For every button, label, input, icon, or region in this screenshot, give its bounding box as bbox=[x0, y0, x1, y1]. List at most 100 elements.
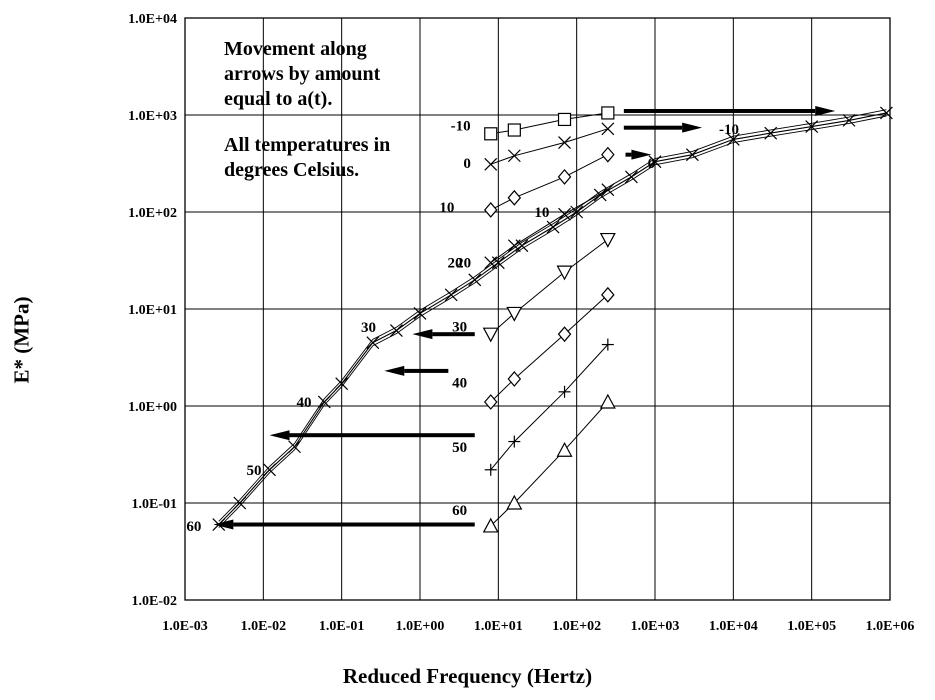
x-stroke bbox=[413, 307, 427, 320]
data-point-x bbox=[685, 148, 699, 162]
data-point-x bbox=[593, 188, 607, 202]
x-axis-label: Reduced Frequency (Hertz) bbox=[342, 664, 593, 688]
data-point-x bbox=[558, 136, 571, 149]
annotation-line: arrows by amount bbox=[224, 63, 381, 85]
x-stroke bbox=[335, 377, 349, 391]
arrow-head bbox=[682, 122, 703, 133]
arrow-shaft bbox=[233, 522, 475, 527]
temperature-label: 60 bbox=[452, 503, 467, 519]
y-tick-label: 1.0E+02 bbox=[128, 206, 177, 221]
temperature-label: 60 bbox=[186, 519, 201, 535]
y-tick-label: 1.0E-02 bbox=[132, 594, 178, 609]
shift-arrow-left bbox=[269, 430, 475, 441]
arrow-shaft bbox=[289, 433, 475, 438]
data-point-plus bbox=[508, 435, 521, 448]
grid bbox=[184, 17, 891, 601]
isotherm-line-20 bbox=[490, 189, 609, 264]
annotation-movement: Movement along arrows by amount equal to… bbox=[224, 37, 390, 112]
x-stroke bbox=[648, 155, 662, 169]
x-tick-label: 1.0E+01 bbox=[474, 619, 523, 634]
x-stroke bbox=[558, 207, 571, 221]
data-point-diamond bbox=[483, 394, 498, 410]
x-stroke bbox=[444, 288, 458, 302]
isotherm-line-0 bbox=[490, 128, 608, 165]
x-tick-label: 1.0E+03 bbox=[631, 619, 680, 634]
x-stroke bbox=[507, 149, 521, 163]
x-tick-label: 1.0E+05 bbox=[787, 619, 836, 634]
data-point-x bbox=[468, 273, 482, 287]
arrow-shaft bbox=[432, 332, 475, 337]
temperature-label: 40 bbox=[452, 375, 467, 391]
x-stroke bbox=[389, 324, 403, 337]
temperature-label: 10 bbox=[439, 200, 454, 216]
temperature-label: -10 bbox=[719, 122, 739, 138]
temperature-label: 10 bbox=[534, 205, 549, 221]
x-stroke bbox=[601, 183, 615, 197]
shift-arrow-right bbox=[623, 105, 836, 116]
master-curve-line bbox=[218, 112, 887, 525]
data-point-triangle bbox=[599, 393, 616, 409]
y-axis-label: E* (MPa) bbox=[9, 296, 34, 384]
data-point-x bbox=[484, 256, 498, 270]
x-tick-label: 1.0E+04 bbox=[709, 619, 758, 634]
data-point-x bbox=[570, 205, 584, 219]
x-stroke bbox=[558, 136, 571, 149]
x-tick-label: 1.0E-01 bbox=[319, 619, 365, 634]
temperature-label: 50 bbox=[452, 440, 467, 456]
annotation-line: All temperatures in bbox=[224, 134, 391, 156]
x-stroke bbox=[726, 133, 740, 146]
y-tick-label: 1.0E+00 bbox=[128, 400, 177, 415]
x-stroke bbox=[805, 120, 819, 133]
temperature-label: 40 bbox=[296, 395, 311, 411]
annotation-line: degrees Celsius. bbox=[224, 159, 360, 181]
x-stroke bbox=[764, 126, 778, 140]
data-point-diamond bbox=[557, 168, 572, 185]
data-point-x bbox=[317, 395, 331, 409]
isotherm-line-30 bbox=[490, 239, 609, 335]
temperature-label: 20 bbox=[448, 256, 463, 272]
shift-arrow-right bbox=[625, 149, 652, 160]
y-tick-label: 1.0E+03 bbox=[128, 109, 177, 124]
data-point-x bbox=[842, 113, 856, 127]
data-point-plus bbox=[558, 385, 571, 398]
data-point-square bbox=[601, 106, 615, 120]
data-point-x bbox=[601, 122, 615, 136]
y-tick-label: 1.0E+01 bbox=[128, 303, 177, 318]
data-point-x bbox=[263, 463, 276, 477]
x-stroke bbox=[546, 220, 560, 234]
x-stroke bbox=[624, 170, 638, 184]
x-stroke bbox=[288, 440, 301, 454]
temperature-label: 50 bbox=[246, 463, 261, 479]
data-point-x bbox=[413, 307, 427, 320]
annotation-block: Movement along arrows by amount equal to… bbox=[224, 37, 390, 204]
arrow-head bbox=[384, 365, 405, 376]
arrow-shaft bbox=[623, 125, 683, 130]
x-stroke bbox=[263, 463, 276, 477]
temperature-label: 0 bbox=[648, 156, 656, 172]
data-point-square bbox=[557, 112, 572, 127]
data-point-triangle-down bbox=[599, 232, 616, 248]
data-point-x bbox=[879, 106, 893, 120]
x-stroke bbox=[484, 157, 498, 171]
data-point-square bbox=[484, 127, 498, 141]
data-point-x bbox=[805, 120, 819, 133]
temperature-label: -10 bbox=[451, 118, 471, 134]
isotherm-line-10 bbox=[490, 154, 609, 211]
data-point-triangle-down bbox=[556, 265, 573, 281]
data-point-diamond bbox=[601, 286, 615, 303]
data-point-x bbox=[624, 170, 638, 184]
arrow-head bbox=[213, 519, 234, 530]
data-point-x bbox=[648, 155, 662, 169]
data-point-diamond bbox=[507, 189, 522, 206]
x-tick-label: 1.0E+02 bbox=[552, 619, 601, 634]
data-point-x bbox=[233, 496, 247, 510]
data-point-triangle-down bbox=[506, 306, 523, 322]
data-point-x bbox=[507, 239, 521, 253]
temperature-label: 30 bbox=[452, 320, 467, 336]
data-point-x bbox=[444, 288, 458, 302]
data-point-plus bbox=[484, 463, 497, 476]
data-point-x bbox=[335, 377, 349, 391]
data-point-diamond bbox=[601, 146, 615, 163]
isotherm-line--10 bbox=[490, 112, 608, 135]
x-stroke bbox=[842, 113, 856, 127]
